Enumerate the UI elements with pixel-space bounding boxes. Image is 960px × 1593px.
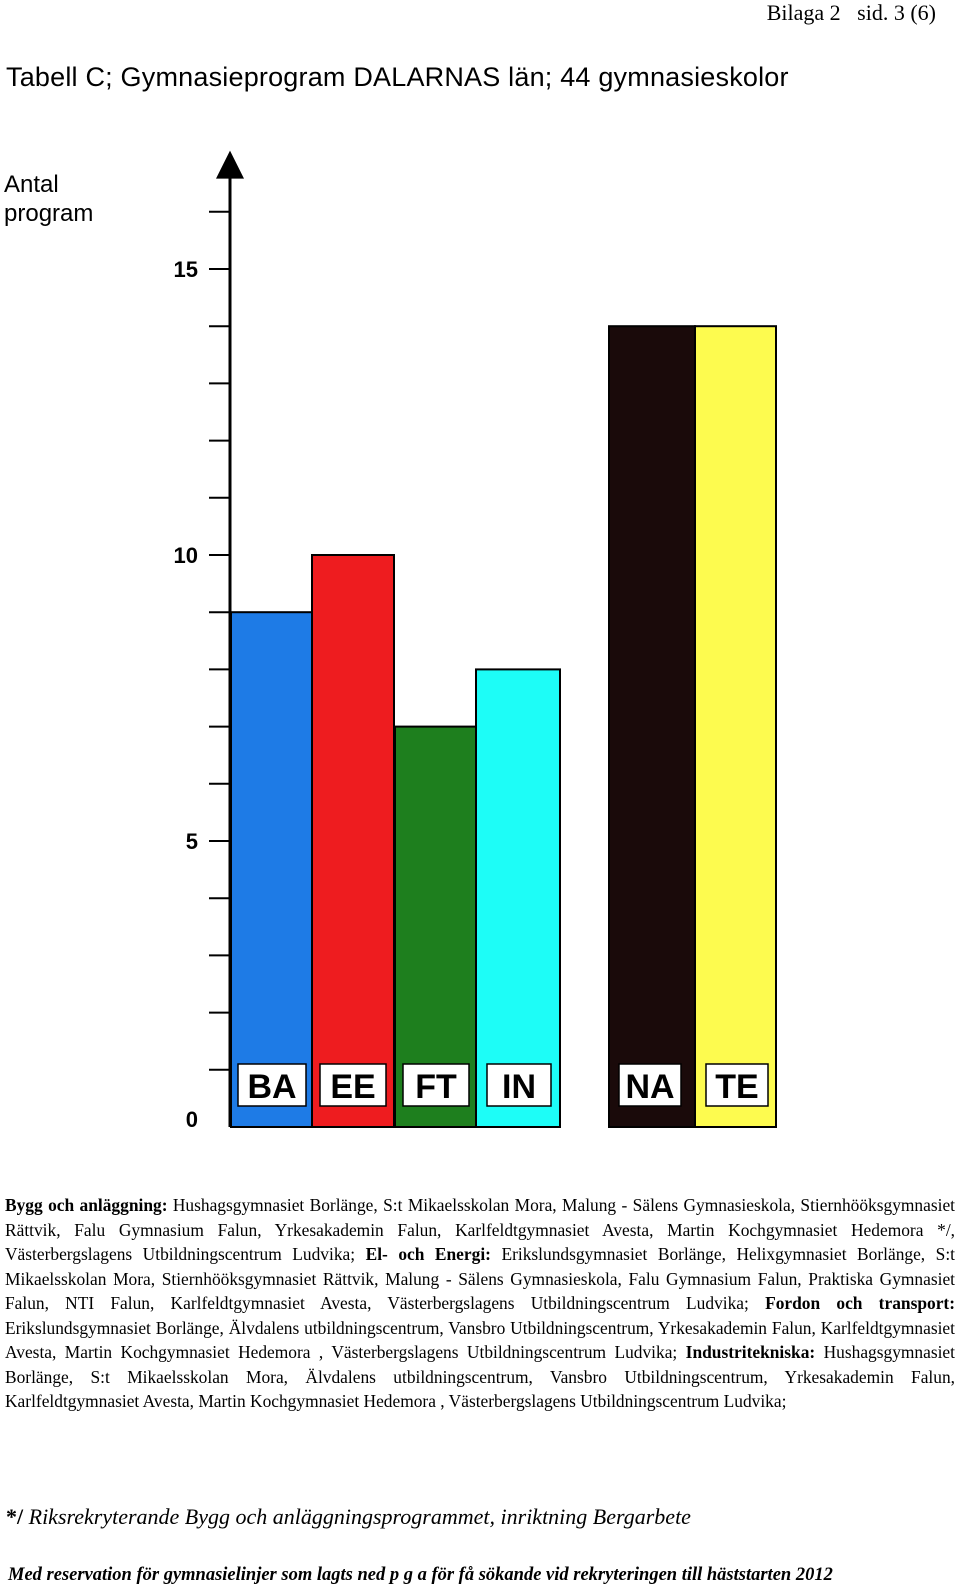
category-label: IN bbox=[502, 1068, 536, 1106]
y-axis-label-line1: Antal bbox=[4, 171, 59, 198]
category-label: NA bbox=[625, 1068, 674, 1106]
category-label: BA bbox=[247, 1068, 296, 1106]
category-label: FT bbox=[415, 1068, 457, 1106]
school-names: Erikslundsgymnasiet Borlänge, Älvdalens … bbox=[5, 1317, 955, 1363]
y-axis-arrow-icon bbox=[216, 150, 244, 179]
school-names: Hushagsgymnasiet Borlänge, S:t Mikaelssk… bbox=[5, 1342, 955, 1411]
page-title: Tabell C; Gymnasieprogram DALARNAS län; … bbox=[6, 62, 789, 92]
y-tick-label: 10 bbox=[174, 543, 198, 568]
program-name: El- och Energi: bbox=[365, 1244, 491, 1264]
footnote-mark: */ bbox=[6, 1504, 24, 1529]
bar-te bbox=[694, 325, 777, 1128]
footnote: */ Riksrekryterande Bygg och anläggnings… bbox=[6, 1504, 691, 1530]
category-label-box bbox=[486, 1063, 552, 1107]
page-header: Bilaga 2 sid. 3 (6) bbox=[766, 0, 936, 25]
category-label-box bbox=[237, 1063, 307, 1107]
bar-ba bbox=[230, 611, 313, 1128]
bar-na bbox=[608, 325, 696, 1128]
y-tick-label: 5 bbox=[186, 829, 198, 854]
y-axis-label-line2: program bbox=[4, 200, 94, 227]
category-label-box bbox=[618, 1063, 682, 1107]
bar-ee bbox=[311, 554, 395, 1128]
y-axis-label: Antal program bbox=[4, 170, 93, 228]
school-list: Bygg och anläggning: Hushagsgymnasiet Bo… bbox=[5, 1193, 955, 1414]
category-label-box bbox=[705, 1063, 769, 1107]
bar-chart: 0 5 10 15 BA EE FT IN NA TE bbox=[174, 150, 777, 1132]
bar-ft bbox=[394, 725, 477, 1128]
program-name: Fordon och transport: bbox=[765, 1293, 955, 1313]
school-names: Hushagsgymnasiet Borlänge, S:t Mikaelssk… bbox=[5, 1195, 955, 1264]
program-name: Bygg och anläggning: bbox=[5, 1195, 168, 1215]
school-names: Erikslundsgymnasiet Borlänge, Helixgymna… bbox=[5, 1244, 955, 1313]
category-label: TE bbox=[715, 1068, 758, 1106]
category-label-box bbox=[319, 1063, 387, 1107]
bar-in bbox=[475, 668, 561, 1129]
category-label: EE bbox=[330, 1068, 375, 1106]
footnote-text: Riksrekryterande Bygg och anläggningspro… bbox=[23, 1504, 691, 1529]
reservation-note: Med reservation för gymnasielinjer som l… bbox=[8, 1565, 833, 1585]
y-tick-label: 15 bbox=[174, 257, 198, 282]
category-label-box bbox=[402, 1063, 470, 1107]
y-tick-label: 0 bbox=[186, 1107, 198, 1132]
program-name: Industritekniska: bbox=[685, 1342, 816, 1362]
